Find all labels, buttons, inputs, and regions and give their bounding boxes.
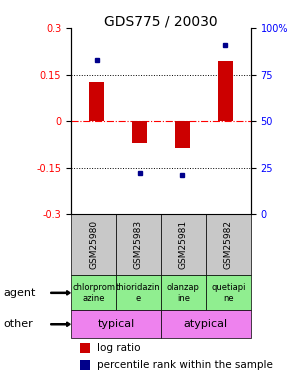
Bar <box>161 310 251 338</box>
Text: thioridazin
e: thioridazin e <box>116 283 161 303</box>
Text: agent: agent <box>3 288 35 298</box>
Text: atypical: atypical <box>184 319 228 329</box>
Text: chlorprom
azine: chlorprom azine <box>72 283 115 303</box>
Bar <box>71 214 116 275</box>
Bar <box>116 275 161 310</box>
Bar <box>80 360 90 370</box>
Text: percentile rank within the sample: percentile rank within the sample <box>97 360 273 370</box>
Text: GSM25983: GSM25983 <box>134 220 143 269</box>
Bar <box>206 275 251 310</box>
Text: quetiapi
ne: quetiapi ne <box>211 283 246 303</box>
Bar <box>80 343 90 353</box>
Text: typical: typical <box>97 319 135 329</box>
Text: olanzap
ine: olanzap ine <box>167 283 200 303</box>
Bar <box>116 214 161 275</box>
Text: log ratio: log ratio <box>97 343 141 353</box>
Bar <box>175 121 190 148</box>
Text: other: other <box>3 319 33 329</box>
Bar <box>206 214 251 275</box>
Bar <box>161 214 206 275</box>
Text: GSM25980: GSM25980 <box>89 220 98 269</box>
Bar <box>71 275 116 310</box>
Bar <box>161 275 206 310</box>
Title: GDS775 / 20030: GDS775 / 20030 <box>104 14 218 28</box>
Bar <box>132 121 147 143</box>
Text: GSM25982: GSM25982 <box>224 220 233 269</box>
Text: GSM25981: GSM25981 <box>179 220 188 269</box>
Bar <box>71 310 161 338</box>
Bar <box>218 61 233 121</box>
Bar <box>89 82 104 121</box>
